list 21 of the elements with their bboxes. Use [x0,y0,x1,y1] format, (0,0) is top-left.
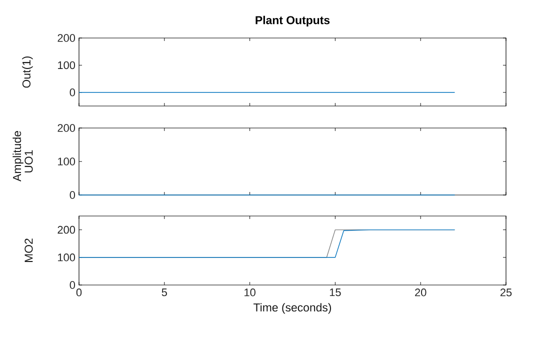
y-tick-label: 100 [58,61,76,70]
y-tick-label: 100 [58,254,76,262]
y-tick-label: 200 [58,226,76,234]
y-tick-label: 200 [58,34,76,42]
y-tick-label: 0 [70,191,76,199]
y-tick-label: 200 [58,124,76,132]
y-tick-label: 0 [70,88,76,96]
y-tick-label: 100 [58,158,76,166]
text: Amplitude [12,131,24,182]
x-axis-title: Time (seconds) [253,303,332,314]
y-axis-title: Out(1) [22,56,33,88]
chart-title: Plant Outputs [256,16,330,26]
y-axis-title: MO2 [24,238,33,262]
x-tick-label: 0 [76,288,82,296]
x-tick-label: 15 [330,288,341,296]
x-tick-label: 25 [500,288,512,296]
y-tick-label: 0 [70,281,76,289]
y-axis-title: UO1 [24,150,33,172]
x-tick-label: 20 [415,288,426,296]
x-tick-label: 5 [162,288,167,296]
x-tick-label: 10 [244,288,256,296]
